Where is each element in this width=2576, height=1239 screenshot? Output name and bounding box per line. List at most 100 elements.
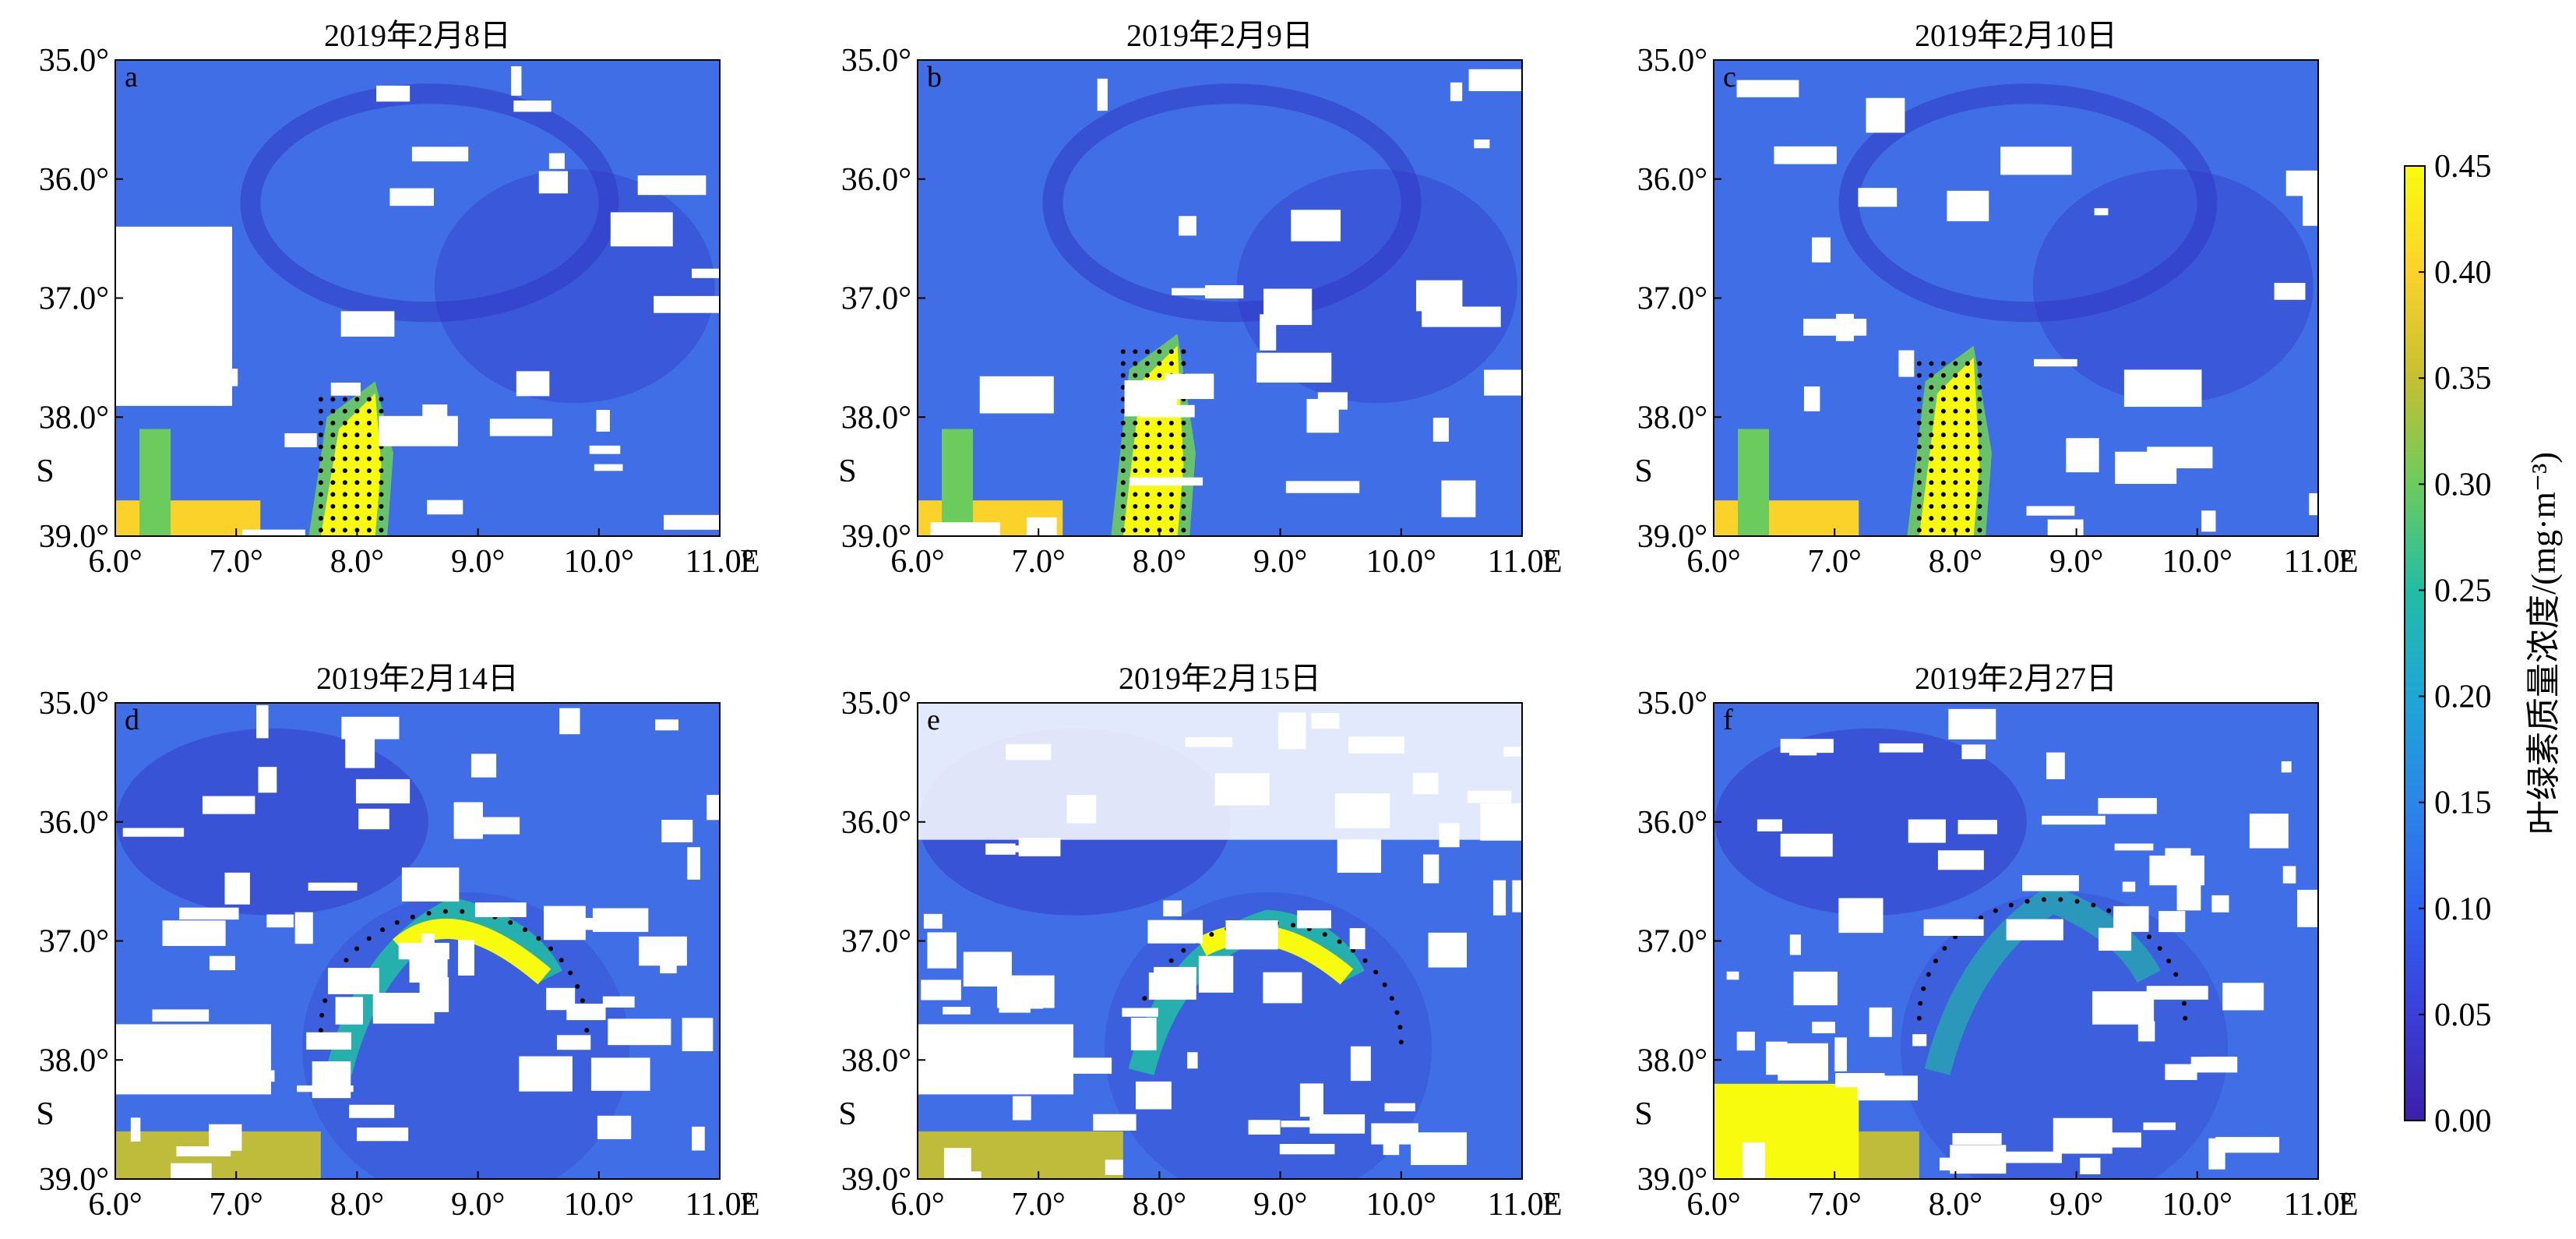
front-point xyxy=(559,958,564,963)
front-point xyxy=(1916,1015,1922,1021)
front-point xyxy=(379,528,384,533)
cloud-mask xyxy=(538,171,569,194)
front-point xyxy=(1397,1025,1403,1030)
cloud-mask xyxy=(1879,743,1923,753)
front-point xyxy=(1977,408,1982,414)
front-point xyxy=(354,397,360,402)
front-point xyxy=(1144,432,1150,438)
cloud-mask xyxy=(2022,875,2079,891)
y-tick-label: 37.0° xyxy=(1637,281,1707,317)
cloud-mask xyxy=(1317,392,1348,410)
x-unit-label: E xyxy=(740,544,760,580)
cloud-mask xyxy=(349,1104,395,1118)
front-point xyxy=(1157,432,1162,438)
cloud-mask xyxy=(2114,843,2154,851)
front-point xyxy=(1181,361,1186,366)
cloud-mask xyxy=(2099,927,2132,951)
front-point xyxy=(1940,432,1946,438)
front-point xyxy=(1940,528,1946,533)
front-point xyxy=(2008,902,2014,908)
cloud-mask xyxy=(340,311,395,337)
colorbar-tick-label: 0.40 xyxy=(2434,255,2492,291)
front-point xyxy=(1916,456,1922,461)
front-point xyxy=(1940,397,1946,402)
front-point xyxy=(1120,420,1126,425)
cloud-mask xyxy=(1838,898,1884,934)
front-point xyxy=(1940,468,1946,473)
cloud-mask xyxy=(335,997,364,1025)
cloud-mask xyxy=(1803,386,1820,411)
cloud-mask xyxy=(2215,1137,2280,1153)
front-point xyxy=(2041,897,2046,902)
front-point xyxy=(1916,432,1922,438)
x-tick-label: 8.0° xyxy=(1133,544,1186,580)
front-point xyxy=(1940,408,1946,414)
front-point xyxy=(1144,420,1150,425)
front-point xyxy=(2058,897,2063,902)
cloud-mask xyxy=(1148,972,1196,1000)
cloud-mask xyxy=(2149,855,2204,886)
cloud-mask xyxy=(594,464,623,471)
cloud-mask xyxy=(1309,1114,1366,1134)
cloud-mask xyxy=(692,268,720,278)
front-point xyxy=(366,432,372,438)
cloud-mask xyxy=(358,808,389,830)
cloud-mask xyxy=(1260,314,1277,351)
front-point xyxy=(1157,372,1162,378)
front-point xyxy=(1373,969,1379,975)
front-point xyxy=(318,397,323,402)
cloud-mask xyxy=(1432,418,1449,442)
front-point xyxy=(1953,397,1958,402)
front-point xyxy=(1940,456,1946,461)
front-point xyxy=(318,432,323,438)
colorbar-tick-label: 0.00 xyxy=(2434,1103,2492,1139)
cloud-mask xyxy=(470,754,497,778)
cloud-mask xyxy=(661,820,693,842)
front-point xyxy=(1929,432,1934,438)
front-point xyxy=(1953,516,1958,521)
front-point xyxy=(318,456,323,461)
cloud-mask xyxy=(589,445,621,454)
front-point xyxy=(1120,361,1126,366)
cloud-mask xyxy=(1736,79,1799,97)
cloud-mask xyxy=(1225,920,1278,950)
x-tick-label: 9.0° xyxy=(2049,1187,2103,1223)
front-point xyxy=(1120,444,1126,450)
front-point xyxy=(1965,468,1970,473)
y-tick-label: 39.0° xyxy=(841,519,911,555)
cloud-mask xyxy=(519,1056,573,1092)
front-point xyxy=(330,492,336,497)
front-point xyxy=(1157,444,1162,450)
front-point xyxy=(1157,468,1162,473)
cloud-mask xyxy=(1484,369,1522,396)
front-point xyxy=(1977,444,1982,450)
cloud-mask xyxy=(256,704,269,739)
cloud-mask xyxy=(242,529,305,536)
y-tick-label: 38.0° xyxy=(841,1043,911,1078)
front-point xyxy=(1993,908,1998,913)
front-point xyxy=(1940,503,1946,509)
front-point xyxy=(1929,492,1934,497)
x-tick-label: 6.0° xyxy=(890,1187,944,1223)
x-tick-label: 8.0° xyxy=(1929,1187,1982,1223)
cloud-mask xyxy=(566,1004,606,1021)
x-tick-label: 11.0° xyxy=(1488,1187,1557,1223)
front-point xyxy=(1929,503,1934,509)
front-point xyxy=(1929,385,1934,390)
front-point xyxy=(1133,349,1138,355)
front-point xyxy=(1144,372,1150,378)
panel-title: 2019年2月10日 xyxy=(1915,18,2117,53)
front-point xyxy=(1921,986,1926,991)
x-tick-label: 11.0° xyxy=(2284,1187,2353,1223)
front-point xyxy=(1144,349,1150,355)
front-point xyxy=(318,503,323,509)
front-point xyxy=(2106,908,2112,913)
front-point xyxy=(1965,503,1970,509)
cloud-mask xyxy=(1766,1041,1788,1075)
cloud-mask xyxy=(597,1115,632,1139)
cloud-mask xyxy=(2297,889,2318,927)
x-tick-label: 6.0° xyxy=(1686,544,1740,580)
cloud-mask xyxy=(1450,82,1463,101)
front-point xyxy=(354,408,360,414)
